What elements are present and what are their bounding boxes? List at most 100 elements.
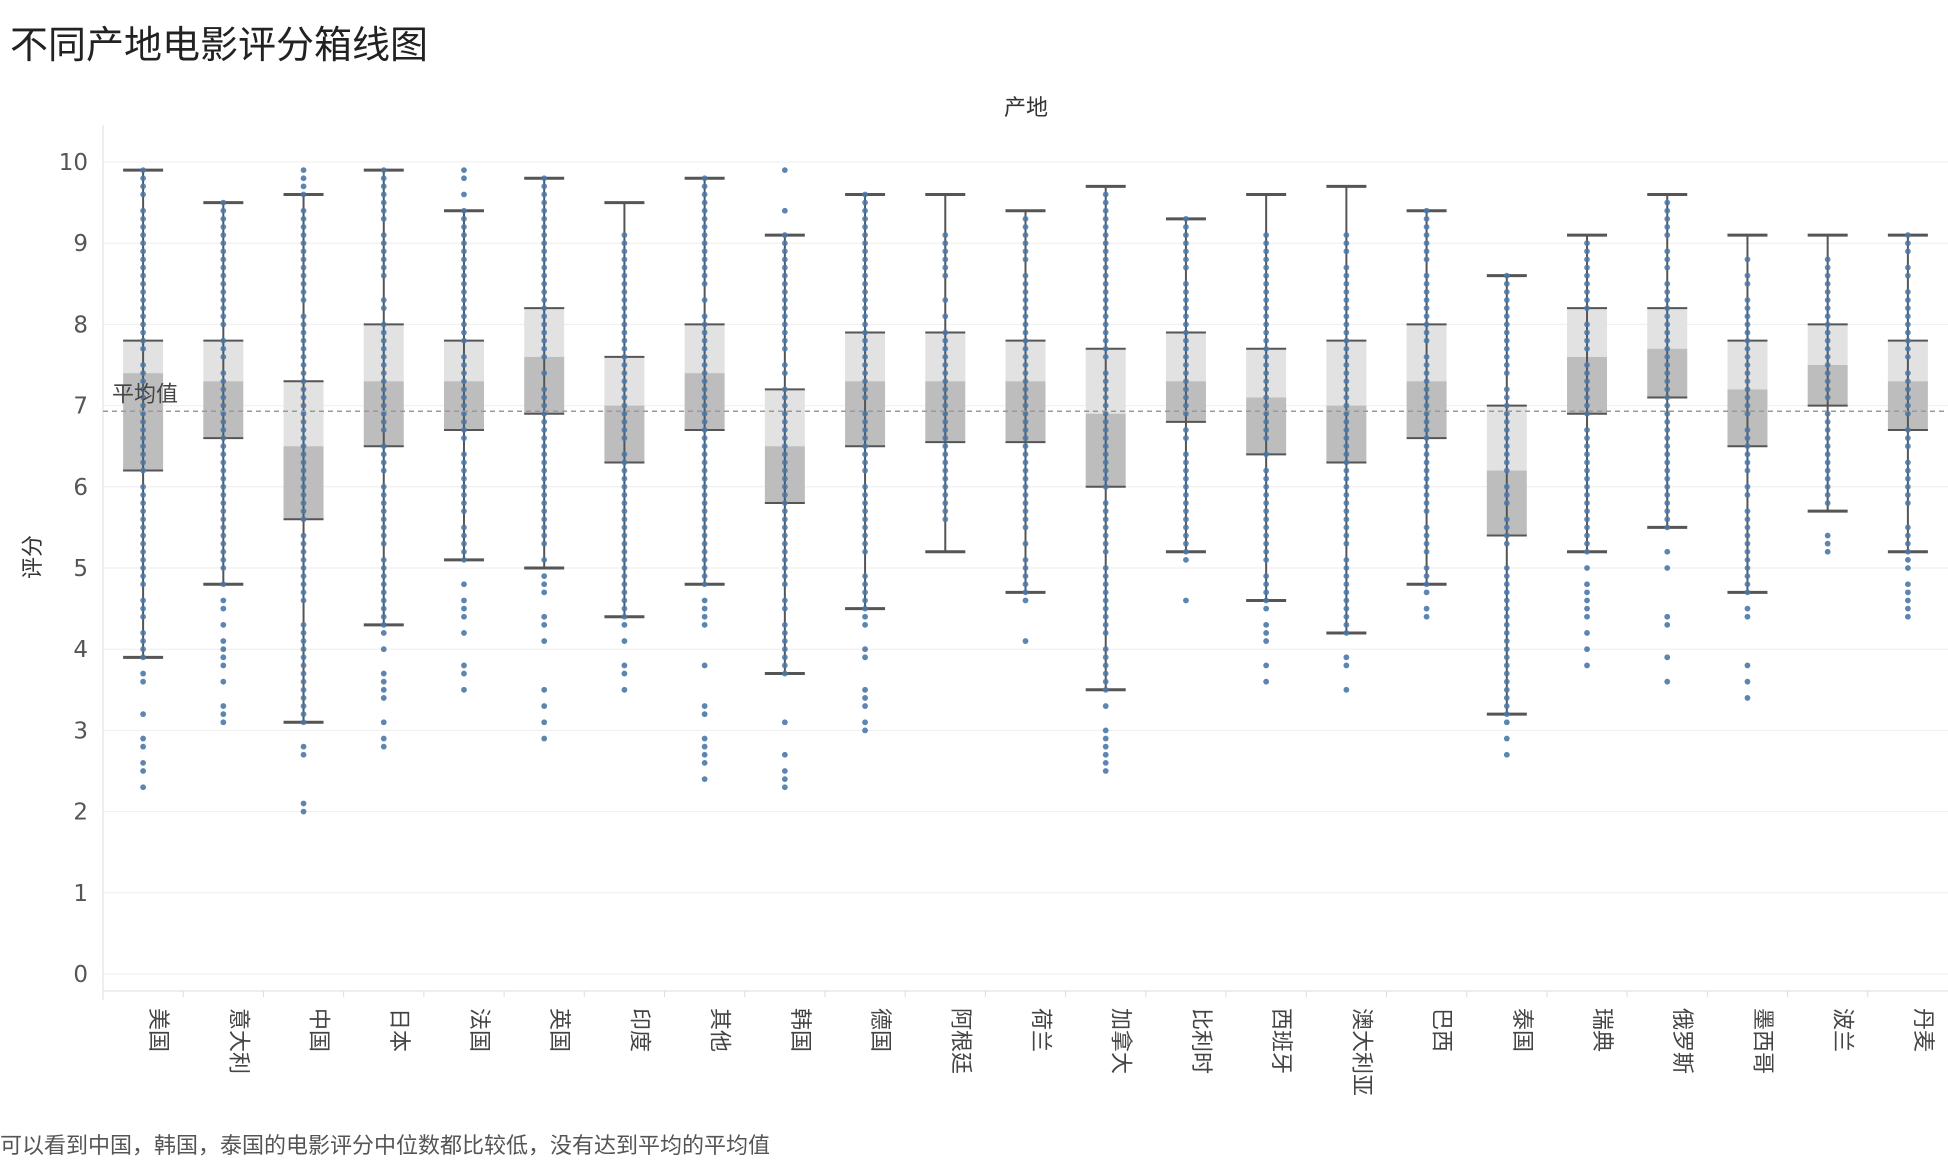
data-point [701,313,708,320]
data-point [1423,362,1430,368]
data-point [300,443,307,450]
data-point [862,727,868,734]
data-point [1022,418,1029,425]
data-point [781,459,788,466]
data-point [1102,459,1109,466]
data-point [701,353,708,360]
data-point [220,313,227,320]
data-point [942,362,949,368]
data-point [1022,410,1029,417]
data-point [1343,289,1350,295]
data-point [1343,556,1350,563]
data-point [541,280,548,287]
data-point [1824,378,1831,385]
data-point [300,589,307,596]
data-point [621,418,628,425]
data-point [140,573,147,580]
x-tick-label: 荷兰 [1028,1008,1053,1052]
data-point [1263,508,1270,515]
data-point [1263,297,1270,303]
data-point [1904,272,1911,279]
data-point [1824,459,1831,466]
data-point [1343,305,1350,312]
data-point [942,297,949,303]
data-point [862,435,868,441]
data-point [1022,516,1029,523]
x-tick-label: 中国 [306,1008,331,1052]
data-point [1022,483,1029,490]
data-point [220,581,227,588]
data-point [300,532,307,539]
data-point [621,321,628,328]
data-point [1343,597,1350,604]
data-point [1263,581,1270,588]
data-point [1744,370,1751,377]
data-point [1584,451,1590,458]
data-point [781,581,788,588]
data-point [1503,540,1510,547]
data-point [1423,256,1430,263]
data-point [140,443,147,450]
data-point [541,500,548,506]
data-point [781,597,788,604]
data-point [1423,500,1430,506]
data-point [1744,581,1751,588]
data-point [140,175,147,182]
data-point [1904,556,1911,563]
data-point [781,402,788,409]
data-point [1904,597,1911,604]
data-point [380,459,387,466]
data-point [380,402,387,409]
data-point [1102,272,1109,279]
data-point [380,264,387,271]
data-point [1824,289,1831,295]
data-point [541,613,548,620]
data-point [380,589,387,596]
data-point [1183,435,1189,441]
data-point [140,459,147,466]
data-point [1102,240,1109,247]
data-point [1183,500,1189,506]
data-point [1584,492,1590,498]
data-point [1664,443,1671,450]
data-point [1503,394,1510,401]
data-point [701,483,708,490]
data-point [380,695,387,701]
data-point [1102,654,1109,661]
x-tick-label: 波兰 [1830,1008,1855,1052]
data-point [621,467,628,474]
data-point [380,175,387,182]
data-point [541,435,548,441]
data-point [541,329,548,336]
data-point [781,516,788,523]
data-point [1744,605,1751,612]
data-point [1744,573,1751,580]
data-point [1102,516,1109,523]
data-point [1824,451,1831,458]
data-point [541,589,548,596]
data-point [1664,516,1671,523]
data-point [300,256,307,263]
data-point [1744,443,1751,450]
data-point [140,605,147,612]
data-point [140,215,147,222]
data-point [380,443,387,450]
data-point [862,313,868,320]
data-point [140,362,147,368]
data-point [1503,459,1510,466]
data-point [1102,524,1109,531]
data-point [300,297,307,303]
data-point [1904,443,1911,450]
data-point [461,329,467,336]
data-point [781,167,788,174]
data-point [1183,353,1189,360]
data-point [1022,443,1029,450]
data-point [541,248,548,255]
data-point [862,337,868,344]
data-point [1102,735,1109,742]
data-point [1423,248,1430,255]
data-point [942,272,949,279]
data-point [220,370,227,377]
data-point [1904,329,1911,336]
data-point [380,524,387,531]
